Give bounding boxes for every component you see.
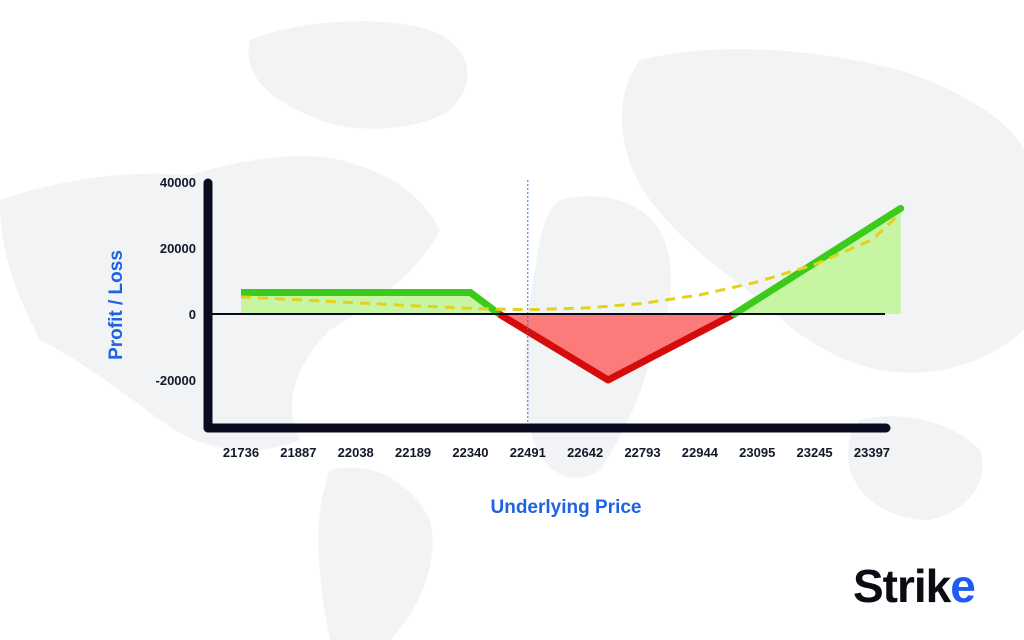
x-tick-label: 23397 xyxy=(854,445,890,460)
x-tick-label: 23245 xyxy=(797,445,833,460)
x-tick-label: 21736 xyxy=(223,445,259,460)
x-tick-label: 22038 xyxy=(338,445,374,460)
x-tick-label: 22642 xyxy=(567,445,603,460)
x-axis-title: Underlying Price xyxy=(491,497,642,518)
strike-logo: Strike xyxy=(853,560,976,612)
y-axis-title: Profit / Loss xyxy=(106,250,127,360)
y-tick-label: 0 xyxy=(189,307,196,322)
x-tick-label: 22491 xyxy=(510,445,546,460)
logo-accent: e xyxy=(950,560,976,612)
x-tick-label: 21887 xyxy=(280,445,316,460)
x-tick-label: 23095 xyxy=(739,445,775,460)
loss-area xyxy=(499,314,735,380)
x-tick-label: 22340 xyxy=(452,445,488,460)
x-tick-label: 22944 xyxy=(682,445,719,460)
x-tick-label: 22793 xyxy=(624,445,660,460)
world-map-background xyxy=(0,21,1024,640)
payoff-line-loss xyxy=(497,310,736,384)
payoff-curve-dashed xyxy=(240,212,902,312)
y-tick-label: 40000 xyxy=(160,175,196,190)
y-tick-label: -20000 xyxy=(156,373,196,388)
y-tick-label: 20000 xyxy=(160,241,196,256)
payoff-line-profit-left xyxy=(241,289,502,317)
profit-area-left xyxy=(241,292,500,314)
payoff-line-profit-right xyxy=(730,204,905,318)
x-tick-label: 22189 xyxy=(395,445,431,460)
